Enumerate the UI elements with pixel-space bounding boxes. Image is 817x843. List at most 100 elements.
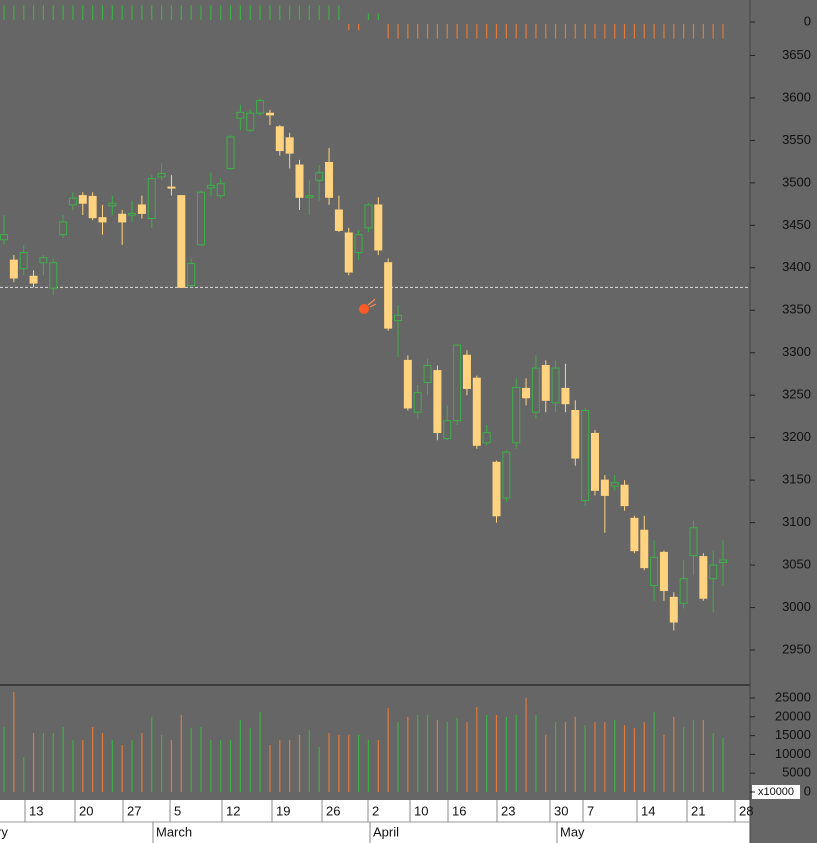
candle-body (384, 262, 393, 329)
candle-body (275, 126, 284, 152)
candle-body (78, 195, 87, 204)
candle-body (669, 596, 678, 623)
candle-body (659, 551, 668, 592)
candle-body (679, 578, 688, 604)
y-tick-label: 3250 (782, 387, 811, 402)
candle-body (197, 191, 205, 246)
candle-body (541, 364, 550, 401)
candle-body (620, 484, 629, 507)
y-tick-label: 3150 (782, 472, 811, 487)
y-tick-label: 3450 (782, 217, 811, 232)
y-tick-label: 3500 (782, 174, 811, 189)
x-tick-label: 2 (372, 803, 379, 818)
unit-box (752, 785, 800, 799)
y-tick-label: 0 (804, 783, 811, 798)
y-tick-label: 3300 (782, 344, 811, 359)
candle-body (364, 204, 373, 229)
candle-body (39, 257, 48, 264)
candle-body (600, 479, 609, 496)
x-tick-label: 20 (79, 803, 93, 818)
candle-body (394, 314, 402, 321)
candle-body (187, 263, 196, 287)
candle-body (433, 370, 442, 434)
candle-body (226, 136, 235, 169)
candle-body (29, 275, 38, 284)
month-label: April (373, 824, 399, 839)
candle-body (68, 197, 77, 206)
x-tick-label: 30 (554, 803, 568, 818)
candle-body (413, 392, 422, 413)
candle-body (571, 409, 580, 459)
candle-body (49, 262, 58, 289)
candle-body (88, 195, 97, 219)
candle-body (551, 367, 560, 404)
candle-body (108, 202, 117, 207)
candle-body (256, 99, 265, 114)
x-tick-label: 21 (691, 803, 705, 818)
candle-body (709, 564, 718, 580)
candle-body (157, 173, 166, 178)
candle-body (630, 517, 639, 552)
candle-body (59, 221, 68, 236)
x-tick-label: 12 (226, 803, 240, 818)
candle-body (19, 252, 28, 270)
candle-body (443, 420, 452, 440)
candle-body (128, 212, 137, 216)
y-tick-label: 3550 (782, 132, 811, 147)
candle-body (522, 387, 531, 399)
x-tick-label: 16 (452, 803, 466, 818)
candle-body (305, 195, 314, 198)
x-tick-label: 13 (29, 803, 43, 818)
x-tick-label: 23 (501, 803, 515, 818)
candle-body (216, 183, 225, 197)
candle-body (512, 387, 521, 444)
signal-icon (359, 298, 377, 314)
y-tick-label: 25000 (775, 689, 811, 704)
candle-body (423, 364, 432, 383)
candle-body (315, 172, 324, 181)
y-tick-label: 3100 (782, 514, 811, 529)
candle-body (462, 354, 471, 389)
unit-label: x10000 (758, 786, 794, 798)
y-tick-label: 15000 (775, 727, 811, 742)
y-tick-label: 3650 (782, 47, 811, 62)
y-tick-label: 5000 (782, 765, 811, 780)
y-tick-label: 2950 (782, 641, 811, 656)
y-tick-label: 20000 (775, 708, 811, 723)
month-label: ry (0, 824, 8, 839)
candle-body (650, 556, 659, 586)
candle-body (482, 432, 491, 444)
candle-body (98, 217, 107, 223)
candle-body (118, 213, 127, 223)
candle-body (265, 112, 274, 116)
candle-body (502, 451, 511, 499)
y-tick-label: 3000 (782, 599, 811, 614)
candle-body (177, 195, 186, 288)
month-label: March (156, 824, 192, 839)
candle-body (246, 112, 255, 131)
candle-body (285, 137, 294, 154)
candle-body (640, 529, 649, 569)
x-tick-label: 10 (414, 803, 428, 818)
candle-body (344, 232, 353, 273)
candle-body (325, 161, 334, 198)
candle-body (0, 234, 8, 241)
candle-body (147, 178, 156, 220)
month-label: May (560, 824, 585, 839)
candle-body (236, 111, 245, 119)
candle-body (334, 209, 343, 231)
x-tick-label: 19 (276, 803, 290, 818)
candle-body (719, 559, 728, 564)
candle-body (689, 527, 698, 557)
candle-body (137, 204, 146, 214)
y-tick-label: 0 (804, 13, 811, 28)
candle-body (167, 186, 176, 189)
candle-body (531, 367, 540, 413)
x-tick-label: 14 (641, 803, 655, 818)
x-tick-label: 27 (127, 803, 141, 818)
x-tick-label: 7 (587, 803, 594, 818)
candle-body (581, 409, 590, 502)
candle-body (9, 259, 18, 279)
